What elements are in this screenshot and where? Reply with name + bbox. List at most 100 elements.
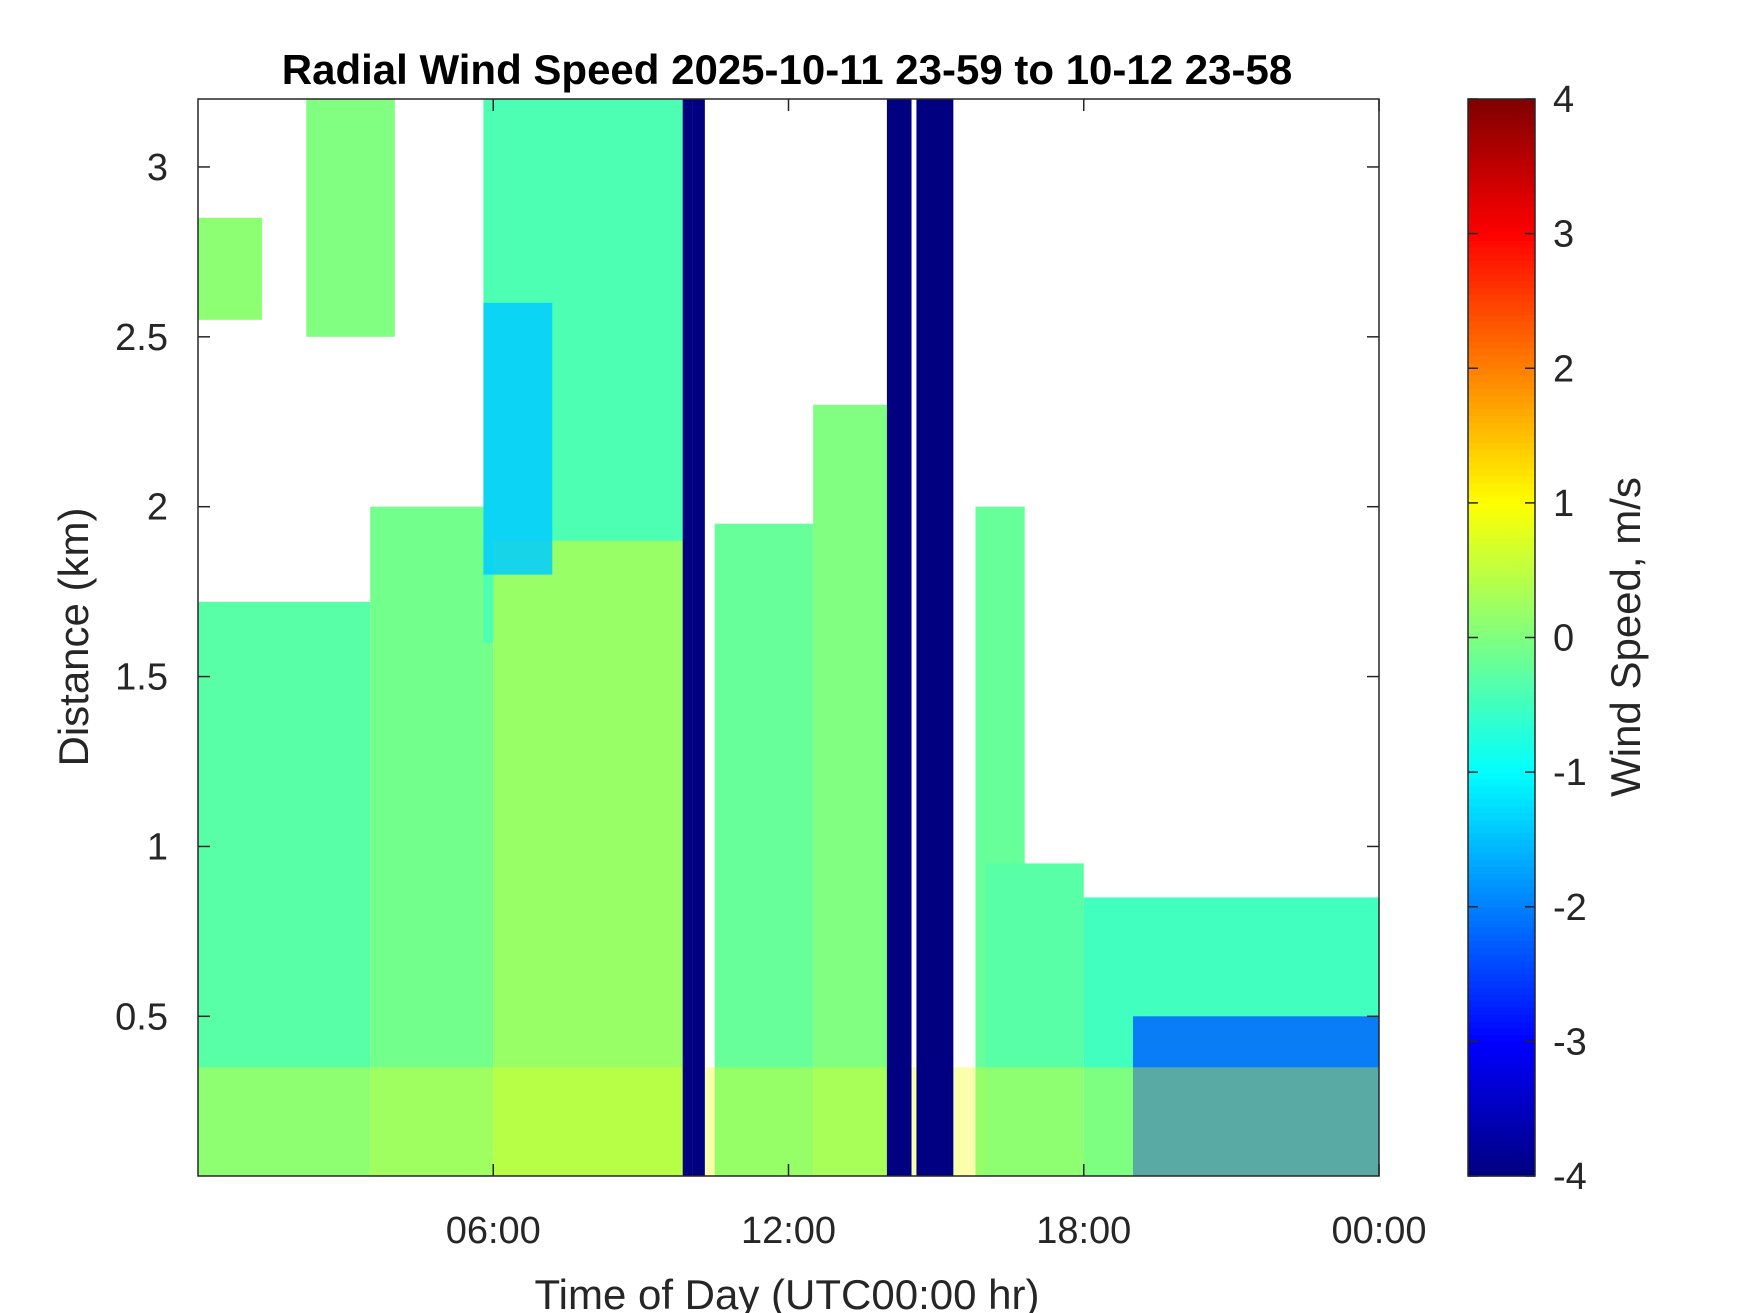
colorbar-segment bbox=[1468, 1021, 1535, 1029]
colorbar-segment bbox=[1468, 146, 1535, 154]
colorbar-segment bbox=[1468, 900, 1535, 908]
colorbar-segment bbox=[1468, 799, 1535, 807]
colorbar-segment bbox=[1468, 348, 1535, 356]
colorbar-segment bbox=[1468, 502, 1535, 511]
colorbar-segment bbox=[1468, 173, 1535, 181]
y-axis-label: Distance (km) bbox=[50, 507, 97, 766]
colorbar-segment bbox=[1468, 644, 1535, 652]
colorbar-segment bbox=[1468, 119, 1535, 127]
colorbar-segment bbox=[1468, 691, 1535, 699]
colorbar-segment bbox=[1468, 570, 1535, 578]
colorbar-segment bbox=[1468, 819, 1535, 827]
colorbar-segment bbox=[1468, 1075, 1535, 1083]
colorbar-segment bbox=[1468, 987, 1535, 995]
colorbar-segment bbox=[1468, 1007, 1535, 1016]
colorbar-segment bbox=[1468, 415, 1535, 423]
colorbar-segment bbox=[1468, 368, 1535, 376]
colorbar-segment bbox=[1468, 852, 1535, 861]
colorbar-segment bbox=[1468, 139, 1535, 147]
heatmap-region bbox=[985, 863, 1084, 1176]
colorbar-segment bbox=[1468, 1108, 1535, 1117]
colorbar-segment bbox=[1468, 99, 1535, 107]
colorbar-tick-label: 1 bbox=[1553, 483, 1574, 525]
colorbar-segment bbox=[1468, 812, 1535, 820]
colorbar-segment bbox=[1468, 1115, 1535, 1123]
colorbar-segment bbox=[1468, 226, 1535, 235]
colorbar-segment bbox=[1468, 624, 1535, 632]
colorbar-segment bbox=[1468, 1081, 1535, 1090]
colorbar-segment bbox=[1468, 1041, 1535, 1049]
colorbar-segment bbox=[1468, 1088, 1535, 1096]
colorbar-segment bbox=[1468, 698, 1535, 706]
colorbar-segment bbox=[1468, 206, 1535, 215]
colorbar-segment bbox=[1468, 314, 1535, 322]
colorbar-segment bbox=[1468, 1135, 1535, 1143]
colorbar-segment bbox=[1468, 576, 1535, 585]
heatmap-patch bbox=[1132, 1016, 1379, 1176]
colorbar-segment bbox=[1468, 1068, 1535, 1076]
colorbar-segment bbox=[1468, 859, 1535, 867]
colorbar: -4 -3 -2 -1 0 1 2 3 4 bbox=[1467, 79, 1587, 1198]
colorbar-segment bbox=[1468, 247, 1535, 255]
colorbar-segment bbox=[1468, 873, 1535, 881]
colorbar-segment bbox=[1468, 536, 1535, 544]
colorbar-segment bbox=[1468, 482, 1535, 491]
colorbar-segment bbox=[1468, 449, 1535, 457]
colorbar-segment bbox=[1468, 704, 1535, 713]
colorbar-segment bbox=[1468, 906, 1535, 915]
colorbar-segment bbox=[1468, 381, 1535, 390]
colorbar-segment bbox=[1468, 664, 1535, 672]
colorbar-segment bbox=[1468, 435, 1535, 443]
heatmap-region bbox=[198, 601, 371, 1176]
colorbar-segment bbox=[1468, 462, 1535, 470]
y-tick-label: 0.5 bbox=[115, 996, 168, 1038]
colorbar-segment bbox=[1468, 846, 1535, 854]
colorbar-segment bbox=[1468, 1169, 1535, 1177]
colorbar-segment bbox=[1468, 597, 1535, 605]
colorbar-segment bbox=[1468, 361, 1535, 369]
colorbar-segment bbox=[1468, 751, 1535, 760]
colorbar-segment bbox=[1468, 374, 1535, 383]
colorbar-segment bbox=[1468, 1054, 1535, 1063]
colorbar-segment bbox=[1468, 1162, 1535, 1170]
y-tick-label: 3 bbox=[147, 147, 168, 189]
colorbar-segment bbox=[1468, 637, 1535, 645]
heatmap-region bbox=[493, 540, 691, 1176]
colorbar-segment bbox=[1468, 1014, 1535, 1022]
colorbar-segment bbox=[1468, 1149, 1535, 1157]
colorbar-segment bbox=[1468, 832, 1535, 841]
colorbar-segment bbox=[1468, 509, 1535, 517]
colorbar-segment bbox=[1468, 785, 1535, 793]
colorbar-tick-label: -3 bbox=[1553, 1021, 1587, 1063]
colorbar-tick-label: -1 bbox=[1553, 752, 1587, 794]
x-axis: 06:00 12:00 18:00 00:00 bbox=[446, 99, 1427, 1252]
colorbar-segment bbox=[1468, 1128, 1535, 1137]
colorbar-segment bbox=[1468, 711, 1535, 719]
colorbar-segment bbox=[1468, 287, 1535, 295]
colorbar-segment bbox=[1468, 321, 1535, 329]
colorbar-segment bbox=[1468, 408, 1535, 416]
colorbar-segment bbox=[1468, 1034, 1535, 1042]
colorbar-segment bbox=[1468, 529, 1535, 538]
colorbar-segment bbox=[1468, 199, 1535, 208]
colorbar-tick-label: 0 bbox=[1553, 618, 1574, 660]
colorbar-segment bbox=[1468, 805, 1535, 814]
colorbar-segment bbox=[1468, 280, 1535, 289]
x-axis-label: Time of Day (UTC00:00 hr) bbox=[535, 1271, 1040, 1313]
colorbar-segment bbox=[1468, 253, 1535, 262]
colorbar-tick-label: 3 bbox=[1553, 214, 1574, 256]
colorbar-segment bbox=[1468, 893, 1535, 901]
colorbar-segment bbox=[1468, 300, 1535, 309]
colorbar-tick-label: 2 bbox=[1553, 348, 1574, 390]
colorbar-segment bbox=[1468, 1155, 1535, 1164]
colorbar-segment bbox=[1468, 920, 1535, 928]
y-axis: 0.5 1 1.5 2 2.5 3 bbox=[115, 147, 1379, 1038]
colorbar-segment bbox=[1468, 179, 1535, 188]
vertical-band bbox=[692, 99, 705, 1176]
colorbar-segment bbox=[1468, 523, 1535, 531]
heatmap-region bbox=[370, 506, 494, 1177]
colorbar-segment bbox=[1468, 590, 1535, 598]
colorbar-segment bbox=[1468, 1122, 1535, 1130]
colorbar-segment bbox=[1468, 233, 1535, 241]
